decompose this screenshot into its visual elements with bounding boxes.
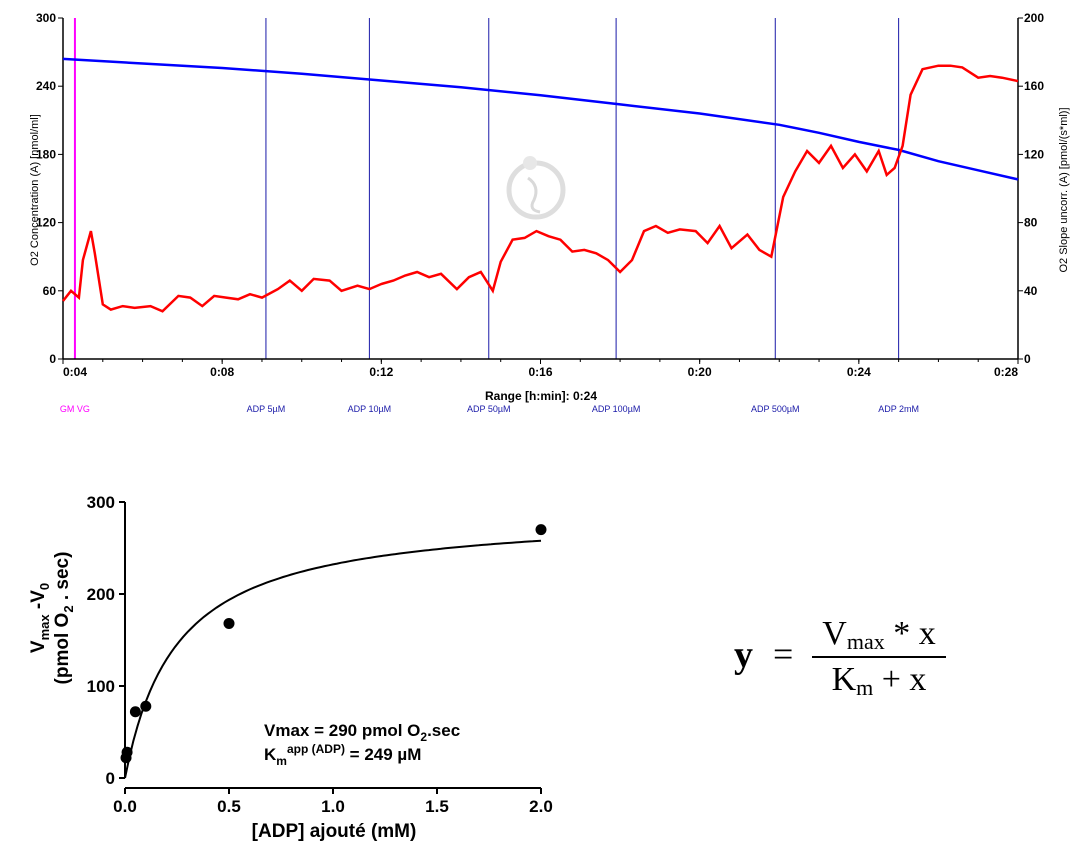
left-y-tick-label: 240 [36, 79, 56, 93]
right-y-tick-label: 160 [1024, 79, 1044, 93]
mm-axes: 0 100 200 300 0.0 0.5 1.0 1.5 2.0 [87, 493, 553, 816]
injection-markers: GM VG ADP 5µM ADP 10µM ADP 50µM ADP 100µM ADP… [60, 18, 919, 414]
mm-data-point [121, 746, 133, 758]
equation-lhs: y [734, 634, 753, 676]
mm-x-tick-label: 2.0 [529, 797, 553, 816]
injection-marker-label: ADP 50µM [467, 404, 511, 414]
left-y-tick-label: 180 [36, 147, 56, 161]
mm-data-points [120, 524, 547, 764]
mm-y-axis-title: Vmax -V0 [28, 583, 52, 653]
oxygraph-left-axis-title: O2 Concentration (A) [nmol/ml] [29, 114, 41, 266]
mm-data-point [223, 617, 235, 629]
o2-slope-line [62, 64, 1019, 313]
left-y-tick-label: 120 [36, 216, 56, 230]
km-annotation: Kmapp (ADP) = 249 µM [264, 742, 421, 768]
left-y-tick-label: 60 [43, 284, 57, 298]
left-y-tick-label: 0 [49, 352, 56, 366]
injection-marker-label: ADP 500µM [751, 404, 800, 414]
equation-numerator: Vmax * x [822, 615, 936, 654]
mm-x-axis-title: [ADP] ajouté (mM) [252, 821, 417, 842]
left-y-tick-label: 300 [36, 11, 56, 25]
michaelis-menten-chart: 0 100 200 300 0.0 0.5 1.0 1.5 2.0 [ADP] ajouté (… [28, 493, 553, 842]
mm-data-point [129, 706, 141, 718]
mm-x-tick-label: 1.5 [425, 797, 449, 816]
right-y-tick-label: 40 [1024, 284, 1038, 298]
x-tick-label: 0:08 [210, 365, 234, 379]
right-y-tick-label: 120 [1024, 147, 1044, 161]
mm-x-tick-label: 0.5 [217, 797, 241, 816]
x-tick-label: 0:04 [63, 365, 87, 379]
mm-fit-curve [124, 539, 542, 779]
equation-denominator: Km + x [831, 661, 927, 700]
right-y-tick-label: 200 [1024, 11, 1044, 25]
oxygraph-x-axis-title: Range [h:min]: 0:24 [485, 389, 597, 403]
injection-marker-label: ADP 5µM [247, 404, 286, 414]
watermark-logo [506, 156, 566, 220]
equation-equals: = [773, 634, 794, 674]
mm-y-axis-subtitle: (pmol O2 . sec) [52, 552, 76, 685]
injection-marker-label: ADP 100µM [592, 404, 641, 414]
x-tick-label: 0:20 [688, 365, 712, 379]
oxygraph-chart: GM VG ADP 5µM ADP 10µM ADP 50µM ADP 100µM ADP… [29, 11, 1070, 414]
mm-y-tick-label: 100 [87, 677, 115, 696]
x-tick-label: 0:28 [994, 365, 1018, 379]
right-y-tick-label: 0 [1024, 352, 1031, 366]
mm-y-tick-label: 0 [106, 769, 115, 788]
mm-y-tick-label: 200 [87, 585, 115, 604]
injection-marker-label: GM VG [60, 404, 90, 414]
injection-marker-label: ADP 10µM [348, 404, 392, 414]
equation-fraction-bar [812, 656, 946, 658]
x-tick-label: 0:16 [528, 365, 552, 379]
right-y-tick-label: 80 [1024, 216, 1038, 230]
michaelis-menten-equation: y = Vmax * x Km + x [734, 612, 964, 704]
mm-x-tick-label: 0.0 [113, 797, 137, 816]
mm-data-point [535, 524, 547, 536]
x-tick-label: 0:24 [847, 365, 871, 379]
o2-concentration-line [62, 57, 1019, 181]
equation-fraction: Vmax * x Km + x [810, 612, 948, 702]
injection-marker-label: ADP 2mM [878, 404, 919, 414]
oxygraph-right-axis-title: O2 Slope uncorr. (A) [pmol/(s*ml)] [1058, 107, 1070, 272]
oxygraph-axes: 0 60 120 180 240 300 0 40 80 120 160 200 0:04 0:08 0:1… [36, 11, 1044, 379]
vmax-annotation: Vmax = 290 pmol O2.sec [264, 721, 460, 744]
x-tick-label: 0:12 [369, 365, 393, 379]
mm-data-point [140, 700, 152, 712]
mm-x-tick-label: 1.0 [321, 797, 345, 816]
mm-y-tick-label: 300 [87, 493, 115, 512]
